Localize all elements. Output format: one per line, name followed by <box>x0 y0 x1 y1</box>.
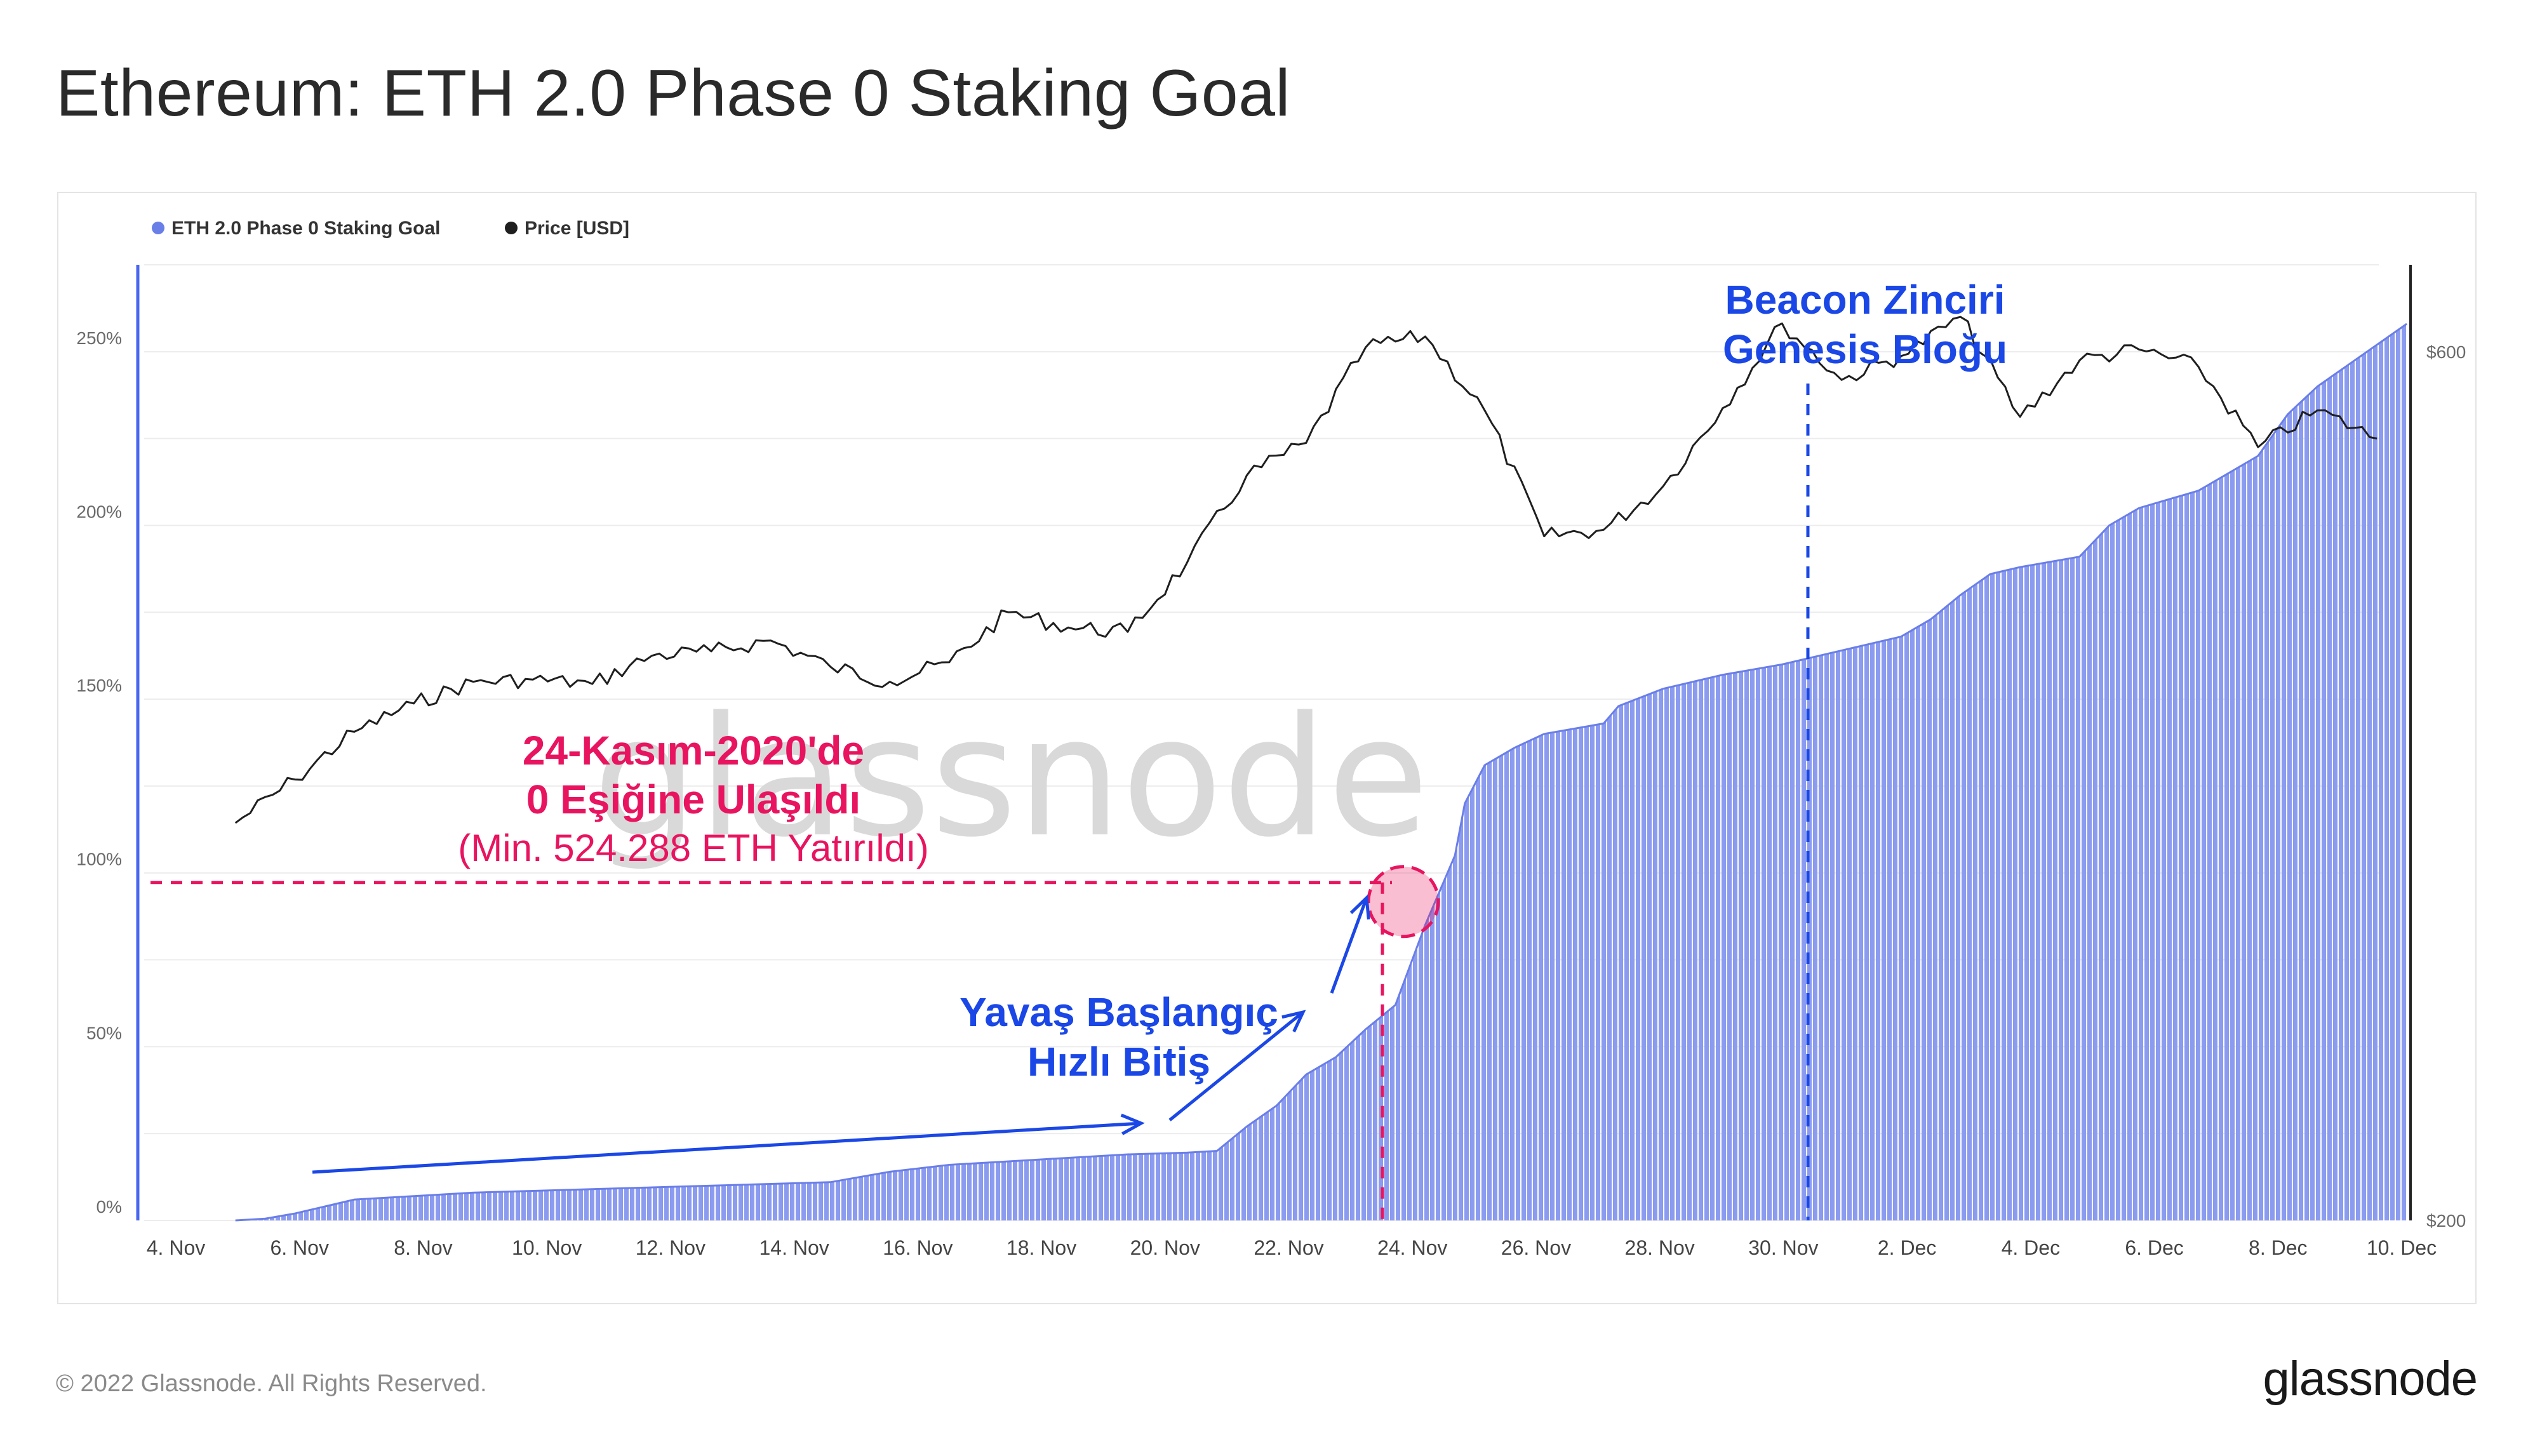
threshold-label-2: 0 Eşiğine Ulaşıldı <box>526 777 860 822</box>
x-tick-label: 16. Nov <box>883 1236 953 1259</box>
x-tick-label: 22. Nov <box>1254 1236 1323 1259</box>
x-tick-label: 4. Dec <box>2002 1236 2060 1259</box>
x-tick-label: 10. Nov <box>512 1236 582 1259</box>
y-right-tick-label: $600 <box>2426 342 2466 362</box>
x-tick-label: 6. Nov <box>270 1236 328 1259</box>
price-series <box>234 316 2378 824</box>
watermark-text: glassnode <box>593 682 1429 874</box>
threshold-label-3: (Min. 524.288 ETH Yatırıldı) <box>458 827 928 869</box>
legend-swatch-price <box>505 222 518 234</box>
staking-series <box>235 323 2407 1222</box>
x-tick-label: 14. Nov <box>759 1236 829 1259</box>
glassnode-logo[interactable]: glassnode <box>2263 1352 2478 1406</box>
y-left-tick-label: 150% <box>76 676 122 695</box>
staking-line <box>235 323 2407 1222</box>
x-tick-label: 28. Nov <box>1625 1236 1695 1259</box>
y-left-tick-label: 250% <box>76 328 122 348</box>
x-tick-label: 2. Dec <box>1878 1236 1936 1259</box>
genesis-label-1: Beacon Zinciri <box>1725 277 2005 323</box>
annotations: 24-Kasım-2020'de0 Eşiğine Ulaşıldı (Min. … <box>150 277 2007 1220</box>
x-tick-label: 24. Nov <box>1377 1236 1447 1259</box>
y-left-tick-label: 100% <box>76 850 122 869</box>
trend-label-1: Yavaş Başlangıç <box>960 989 1278 1035</box>
x-tick-label: 4. Nov <box>147 1236 205 1259</box>
trend-arrow-slow <box>312 1121 1142 1174</box>
chart-frame: glassnode 0% 50% 100% 150% 200% 250% $200 $600 4… <box>57 192 2477 1304</box>
axes: 0% 50% 100% 150% 200% 250% $200 $600 4. Nov 6. No… <box>76 265 2466 1259</box>
x-tick-label: 10. Dec <box>2367 1236 2437 1259</box>
x-tick-label: 20. Nov <box>1130 1236 1200 1259</box>
trend-arrow-fast-head <box>1349 894 1370 920</box>
y-right-tick-label: $200 <box>2426 1211 2466 1231</box>
trend-arrow-fast <box>1330 897 1368 994</box>
legend-label-price: Price [USD] <box>525 218 629 239</box>
y-left-tick-label: 200% <box>76 502 122 521</box>
threshold-marker <box>1367 865 1440 938</box>
legend-label-staking: ETH 2.0 Phase 0 Staking Goal <box>171 218 441 239</box>
x-tick-label: 30. Nov <box>1748 1236 1818 1259</box>
x-tick-label: 8. Dec <box>2249 1236 2307 1259</box>
x-tick-label: 6. Dec <box>2125 1236 2183 1259</box>
legend-swatch-staking <box>152 222 164 234</box>
grid <box>144 264 2379 1221</box>
threshold-label-1: 24-Kasım-2020'de <box>523 728 864 773</box>
staking-area <box>235 324 2407 1220</box>
trend-arrow-mid <box>1168 1011 1304 1121</box>
price-line <box>234 316 2378 824</box>
legend[interactable]: ETH 2.0 Phase 0 Staking Goal Price [USD] <box>152 218 629 239</box>
genesis-label-2: Genesis Bloğu <box>1723 326 2007 372</box>
y-left-tick-label: 50% <box>86 1023 122 1043</box>
trend-arrow-mid-head <box>1281 1010 1306 1032</box>
x-tick-label: 12. Nov <box>636 1236 706 1259</box>
copyright-text: © 2022 Glassnode. All Rights Reserved. <box>56 1370 487 1397</box>
trend-arrow-slow-head <box>1120 1113 1145 1135</box>
page-title: Ethereum: ETH 2.0 Phase 0 Staking Goal <box>56 57 1291 130</box>
y-left-tick-label: 0% <box>97 1197 122 1217</box>
trend-label-2: Hızlı Bitiş <box>1027 1039 1210 1085</box>
x-tick-label: 26. Nov <box>1501 1236 1571 1259</box>
x-tick-label: 18. Nov <box>1007 1236 1076 1259</box>
chart: glassnode 0% 50% 100% 150% 200% 250% $200 $600 4… <box>76 218 2466 1259</box>
watermark: glassnode <box>593 682 1429 874</box>
x-tick-label: 8. Nov <box>394 1236 452 1259</box>
